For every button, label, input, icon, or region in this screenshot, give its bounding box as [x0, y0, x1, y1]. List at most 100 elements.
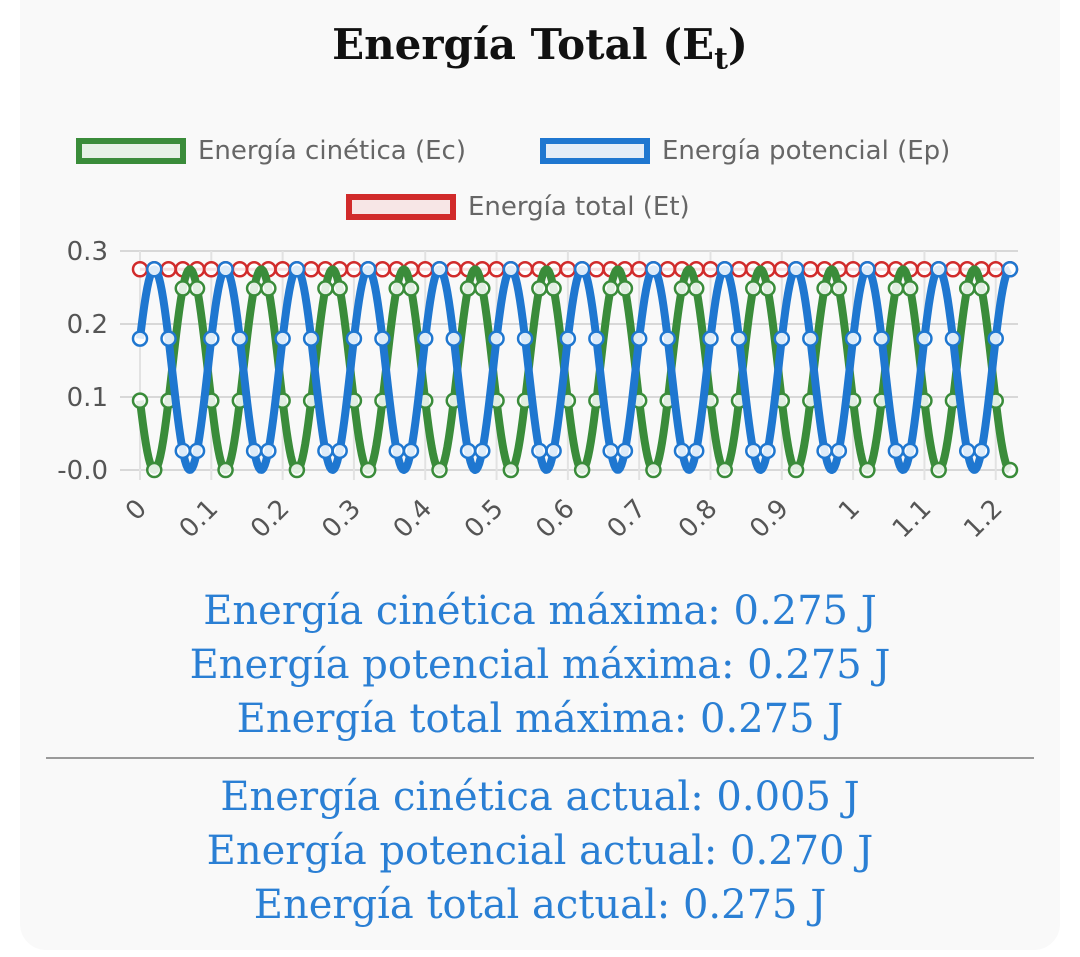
data-point — [987, 330, 1004, 347]
data-point — [174, 442, 192, 460]
data-point — [730, 330, 748, 347]
data-point — [716, 461, 734, 479]
data-point — [146, 461, 163, 479]
data-point — [388, 442, 405, 460]
data-point — [345, 330, 363, 347]
legend-item-kinetic[interactable]: Energía cinética (Ec) — [76, 136, 466, 166]
x-tick-label: 0.1 — [174, 494, 224, 544]
data-point — [488, 330, 505, 347]
legend-item-potential[interactable]: Energía potencial (Ep) — [540, 136, 950, 166]
current-potential-text: Energía potencial actual: 0.270 J — [206, 828, 874, 874]
x-tick-label: 1.1 — [887, 494, 937, 544]
legend-label-kinetic: Energía cinética (Ec) — [198, 136, 466, 166]
chart-title: Energía Total (Et) — [0, 20, 1080, 76]
data-point — [730, 261, 748, 278]
legend-label-total: Energía total (Et) — [468, 192, 690, 222]
data-point — [459, 280, 477, 297]
y-tick-label: 0.3 — [67, 237, 108, 267]
data-point — [944, 261, 962, 278]
data-point — [131, 261, 149, 278]
y-tick-label: 0.2 — [67, 310, 108, 340]
x-tick-label: 0.5 — [459, 494, 509, 544]
data-point — [245, 280, 263, 297]
data-point — [830, 442, 848, 460]
data-point — [416, 330, 434, 347]
data-point — [673, 280, 691, 297]
data-point — [288, 461, 306, 479]
data-point — [231, 261, 249, 278]
current-kinetic-text: Energía cinética actual: 0.005 J — [220, 774, 860, 820]
data-point — [787, 461, 805, 479]
legend-swatch-potential — [540, 138, 650, 164]
title-subscript: t — [714, 41, 729, 77]
data-point — [317, 442, 334, 460]
x-tick-label: 0.4 — [388, 494, 438, 544]
data-point — [416, 261, 434, 278]
data-point — [802, 261, 819, 278]
max-potential-text: Energía potencial máxima: 0.275 J — [189, 642, 891, 688]
data-point — [930, 461, 947, 479]
data-point — [217, 261, 234, 278]
data-point — [602, 280, 619, 297]
data-point — [160, 330, 177, 347]
data-point — [445, 261, 463, 278]
data-point — [844, 330, 862, 347]
data-point — [944, 330, 962, 347]
data-point — [687, 442, 705, 460]
data-point — [887, 280, 905, 297]
max-kinetic-text: Energía cinética máxima: 0.275 J — [203, 588, 877, 634]
data-point — [973, 442, 990, 460]
data-point — [131, 392, 149, 409]
data-point — [203, 330, 220, 347]
data-point — [916, 261, 933, 278]
data-point — [431, 261, 448, 278]
data-point — [559, 261, 577, 278]
data-point — [274, 330, 291, 347]
data-point — [702, 330, 719, 347]
data-point — [359, 261, 377, 278]
x-tick-label: 0 — [120, 494, 153, 527]
data-point — [231, 330, 249, 347]
data-point — [317, 280, 334, 297]
data-point — [302, 330, 320, 347]
x-tick-label: 0.9 — [744, 494, 794, 544]
title-close: ) — [728, 20, 748, 69]
data-point — [816, 280, 833, 297]
data-point — [616, 442, 634, 460]
data-point — [459, 442, 477, 460]
data-point — [916, 330, 933, 347]
data-point — [773, 261, 791, 278]
data-point — [958, 280, 976, 297]
data-point — [673, 442, 691, 460]
data-point — [374, 330, 391, 347]
data-point — [160, 261, 177, 278]
data-point — [602, 442, 619, 460]
data-point — [1001, 261, 1019, 278]
x-tick-label: 0.8 — [673, 494, 723, 544]
legend-swatch-total — [346, 194, 456, 220]
data-point — [345, 261, 363, 278]
y-tick-label: 0.1 — [67, 383, 108, 413]
data-point — [873, 330, 890, 347]
data-point — [402, 280, 420, 297]
data-point — [502, 261, 520, 278]
data-point — [402, 442, 420, 460]
data-point — [331, 442, 348, 460]
data-point — [802, 330, 819, 347]
stats-divider — [46, 757, 1034, 759]
data-point — [859, 261, 876, 278]
data-point — [174, 280, 192, 297]
data-point — [516, 261, 534, 278]
title-text: Energía Total (E — [332, 20, 715, 69]
data-point — [516, 330, 534, 347]
data-point — [859, 461, 876, 479]
data-point — [630, 261, 648, 278]
legend-item-total[interactable]: Energía total (Et) — [346, 192, 690, 222]
x-tick-label: 1 — [833, 494, 866, 527]
data-point — [659, 261, 676, 278]
data-point — [816, 442, 833, 460]
energy-chart: 0.3 0.2 0.1 -0.0 0 0.1 0.2 0.3 0.4 0.5 0.6 0.7 0.8 0.… — [57, 237, 1019, 544]
data-point — [773, 330, 791, 347]
data-point — [531, 442, 548, 460]
data-point — [474, 280, 491, 297]
